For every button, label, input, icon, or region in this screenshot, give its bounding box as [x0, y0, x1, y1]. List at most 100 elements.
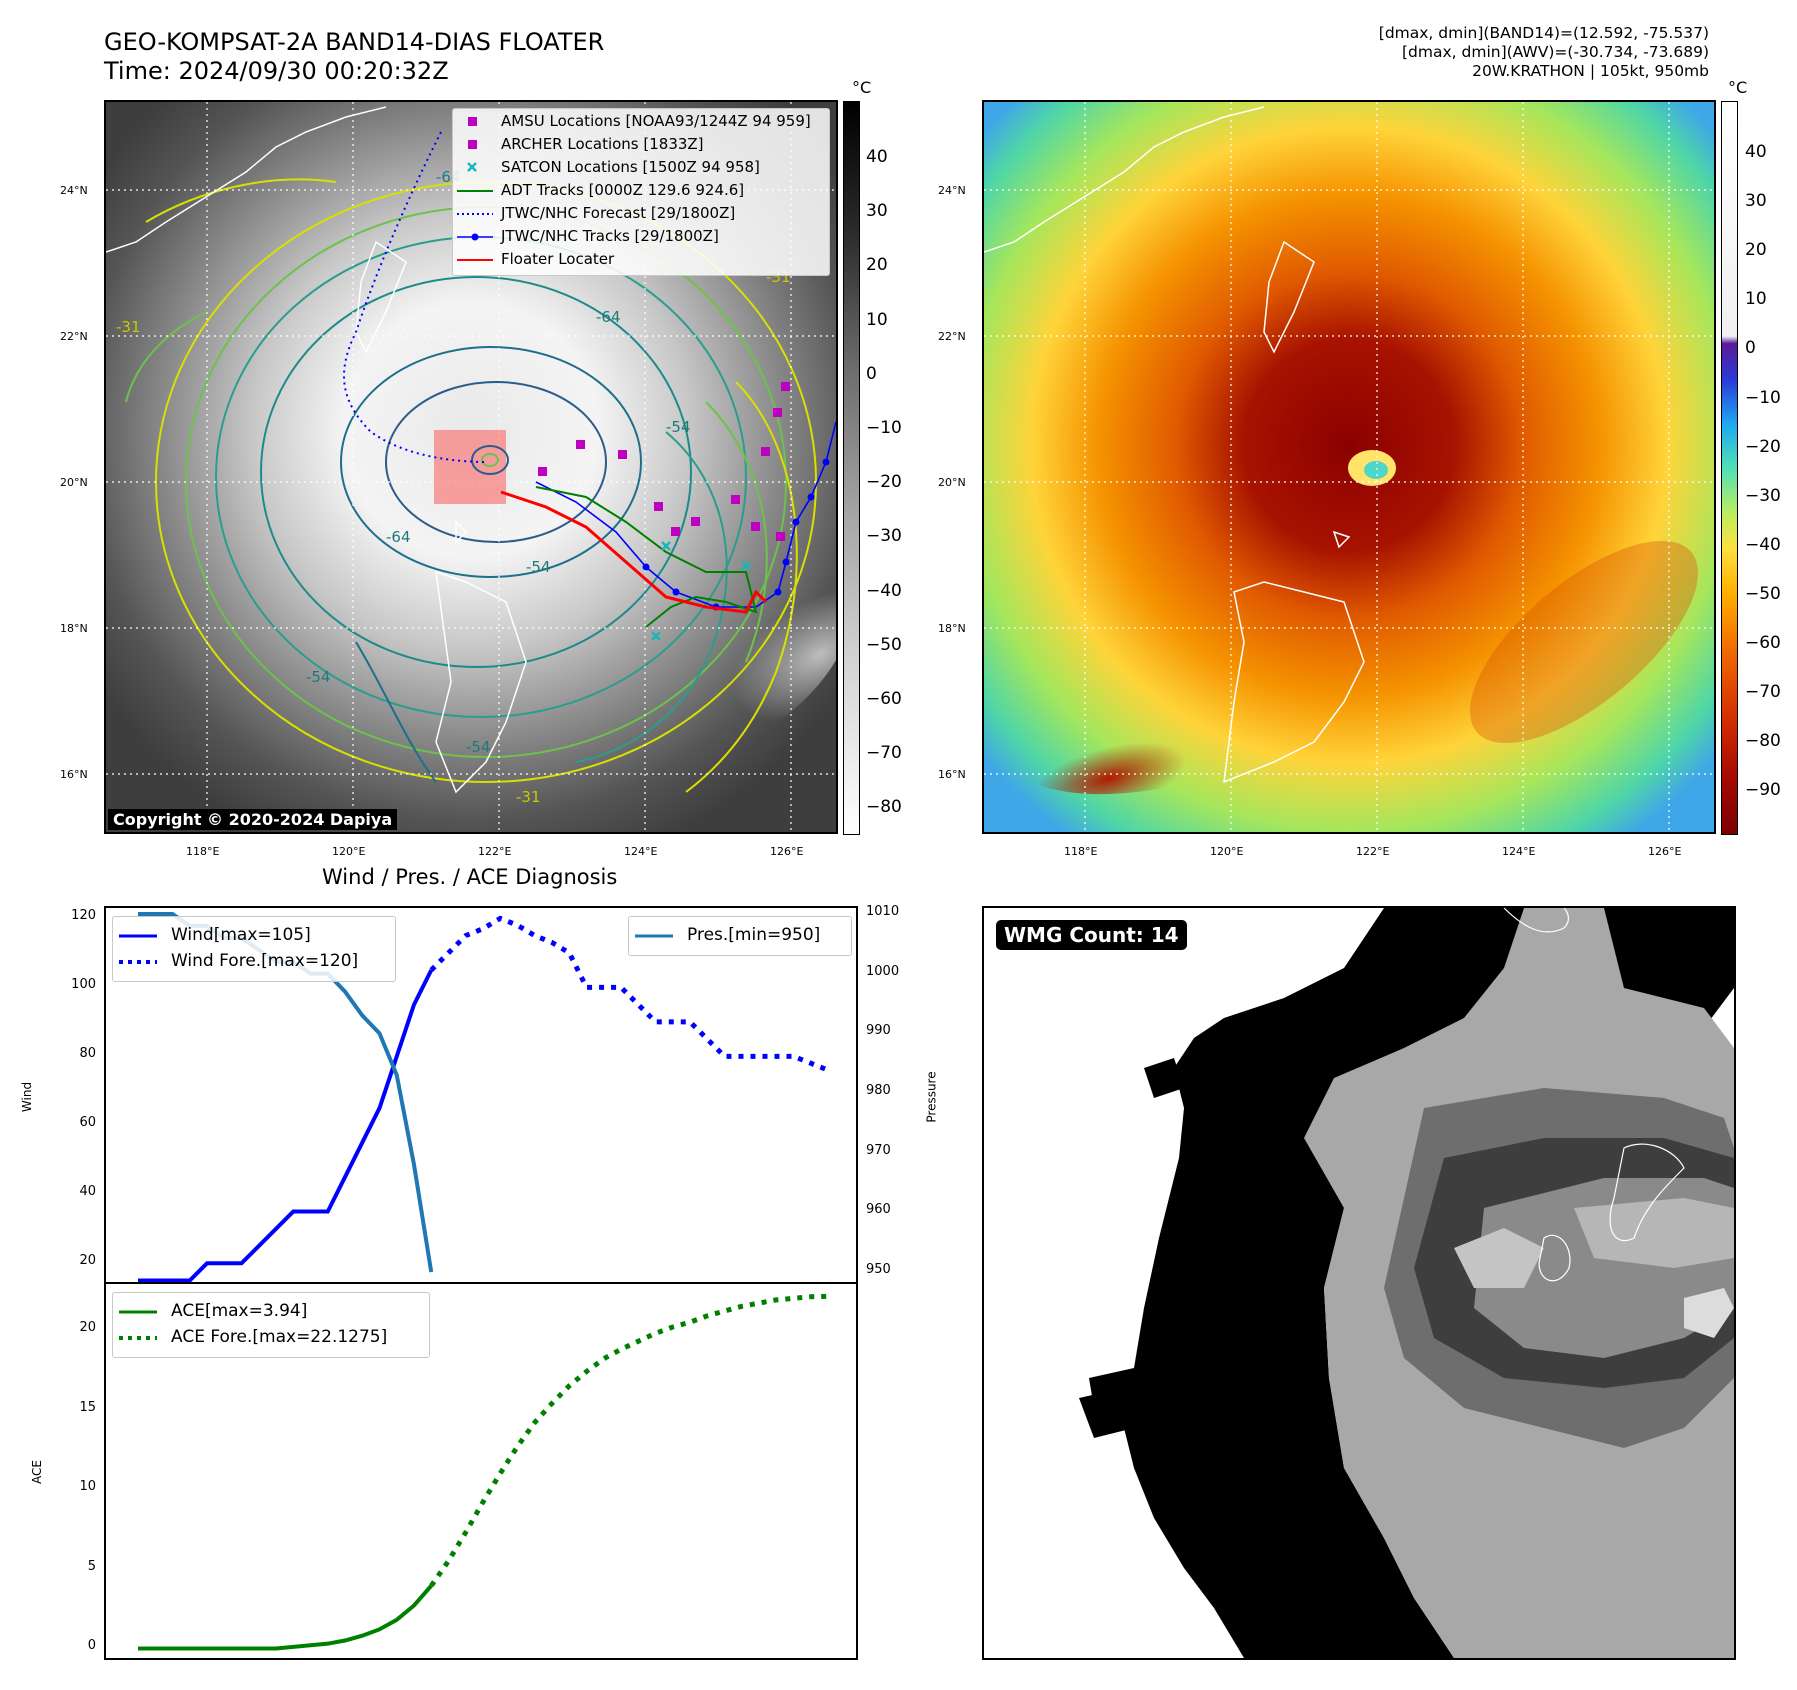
colorbar-tick: −50 [1745, 583, 1781, 604]
colorbar-tick: −70 [866, 743, 902, 764]
gray-colorbar [843, 101, 860, 835]
ace-axis-label: ACE [29, 1460, 44, 1484]
lat-label: 24°N [60, 184, 88, 197]
lat-label: 24°N [938, 184, 966, 197]
chart-title: GEO-KOMPSAT-2A BAND14-DIAS FLOATER [104, 28, 605, 56]
colorbar-tick: −80 [1745, 731, 1781, 752]
wind-tick: 20 [79, 1253, 96, 1269]
square-marker-icon [468, 140, 477, 149]
colorbar-tick: −40 [1745, 534, 1781, 555]
contour-label: -54 [526, 558, 551, 576]
contour-label: -64 [596, 308, 621, 326]
colorbar-tick: −20 [866, 472, 902, 493]
wind-pressure-plot: Wind[max=105] Wind Fore.[max=120] Pres.[… [104, 906, 858, 1284]
wind-tick: 120 [71, 908, 96, 924]
contour-label: -64 [386, 528, 411, 546]
series-line-wind [138, 969, 434, 1283]
square-marker-icon [468, 117, 477, 126]
color-colorbar-unit: °C [1728, 78, 1748, 97]
colorbar-tick: 40 [866, 147, 888, 167]
colorbar-tick: 10 [1745, 289, 1767, 310]
line-marker-icon [635, 934, 673, 938]
ace-legend: ACE[max=3.94] ACE Fore.[max=22.1275] [112, 1292, 430, 1358]
info-awv: [dmax, dmin](AWV)=(-30.734, -73.689) [1402, 43, 1709, 61]
colorbar-tick: −10 [866, 418, 902, 438]
contour-label: -54 [466, 738, 491, 756]
lon-label: 122°E [1356, 845, 1390, 858]
wind-tick: 100 [71, 977, 96, 993]
ir-color-map-svg [984, 102, 1714, 832]
lat-label: 22°N [60, 330, 88, 343]
lon-label: 124°E [624, 845, 658, 858]
lat-label: 18°N [938, 622, 966, 635]
line-marker-icon [457, 259, 493, 261]
lon-label: 120°E [332, 845, 366, 858]
pressure-tick: 950 [866, 1262, 891, 1278]
colorbar-tick: −90 [1745, 780, 1781, 801]
contour-label: -31 [116, 318, 141, 336]
colorbar-tick: 20 [1745, 240, 1767, 261]
ace-plot: ACE[max=3.94] ACE Fore.[max=22.1275] [104, 1282, 858, 1660]
lat-label: 16°N [60, 768, 88, 781]
ace-svg [138, 1293, 829, 1651]
series-line-ace [138, 1584, 433, 1651]
lat-label: 22°N [938, 330, 966, 343]
colorbar-tick: −20 [1745, 436, 1781, 457]
wmg-panel: WMG Count: 14 [982, 906, 1736, 1660]
line-marker-icon [119, 1310, 157, 1314]
line-marker-icon [457, 190, 493, 192]
wind-axis-label: Wind [20, 1081, 35, 1113]
lon-label: 118°E [1064, 845, 1098, 858]
contour-label: -54 [666, 418, 691, 436]
color-colorbar [1721, 101, 1738, 835]
contour-label: -54 [306, 668, 331, 686]
pressure-tick: 970 [866, 1142, 891, 1158]
dotted-line-icon [119, 1336, 157, 1340]
gray-colorbar-unit: °C [852, 78, 872, 97]
chart-time: Time: 2024/09/30 00:20:32Z [104, 57, 449, 85]
lon-label: 118°E [186, 845, 220, 858]
wind-legend: Wind[max=105] Wind Fore.[max=120] [112, 916, 396, 982]
colorbar-tick: 0 [1745, 338, 1756, 359]
pressure-tick: 1010 [866, 903, 900, 919]
ace-tick: 20 [79, 1320, 96, 1336]
ir-color-map [982, 100, 1716, 834]
wmg-svg [984, 908, 1734, 1658]
colorbar-tick: 30 [866, 201, 888, 222]
pressure-legend: Pres.[min=950] [628, 916, 852, 956]
colorbar-tick: 20 [866, 255, 888, 276]
lon-label: 124°E [1502, 845, 1536, 858]
pressure-tick: 990 [866, 1023, 891, 1039]
dotted-line-icon [119, 960, 157, 964]
colorbar-tick: −70 [1745, 682, 1781, 703]
ace-tick: 15 [79, 1399, 96, 1415]
x-marker-icon [467, 162, 477, 172]
lon-label: 126°E [770, 845, 804, 858]
ace-tick: 0 [87, 1638, 96, 1654]
colorbar-tick: −80 [866, 797, 902, 818]
ace-tick: 10 [79, 1479, 96, 1495]
line-marker-icon [119, 934, 157, 938]
colorbar-tick: 30 [1745, 191, 1767, 212]
line-dot-icon [457, 233, 493, 241]
track-legend: AMSU Locations [NOAA93/1244Z 94 959] ARC… [452, 108, 830, 276]
diagnosis-title: Wind / Pres. / ACE Diagnosis [322, 865, 618, 889]
ace-tick: 5 [87, 1558, 96, 1574]
wind-tick: 80 [79, 1046, 96, 1062]
colorbar-tick: −50 [866, 634, 902, 655]
colorbar-tick: −30 [1745, 485, 1781, 506]
colorbar-tick: −40 [866, 580, 902, 601]
colorbar-tick: −10 [1745, 387, 1781, 408]
series-line-wind-fore- [429, 915, 829, 1073]
lat-label: 20°N [938, 476, 966, 489]
info-storm: 20W.KRATHON | 105kt, 950mb [1472, 62, 1709, 80]
colorbar-tick: 10 [866, 309, 888, 330]
colorbar-tick: −60 [1745, 633, 1781, 653]
colorbar-tick: 0 [866, 363, 877, 384]
pressure-tick: 1000 [866, 963, 900, 979]
lon-label: 120°E [1210, 845, 1244, 858]
pressure-axis-label: Pressure [924, 1071, 939, 1123]
colorbar-tick: 40 [1745, 142, 1767, 162]
contour-label: -31 [516, 788, 541, 806]
copyright-badge: Copyright © 2020-2024 Dapiya [108, 809, 398, 830]
